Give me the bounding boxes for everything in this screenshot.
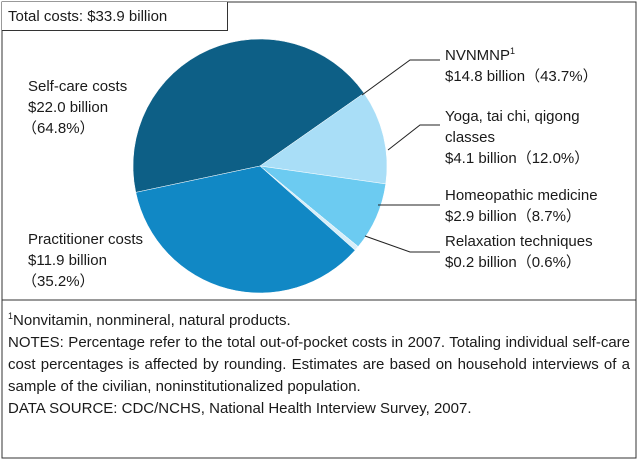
chart-title: Total costs: $33.9 billion [2, 2, 228, 31]
slice-name: Homeopathic medicine [445, 187, 598, 204]
slice-amount: $4.1 billion [445, 150, 517, 167]
slice-label: NVNMNP1 $14.8 billion（43.7%） [445, 45, 635, 87]
leader-line [387, 124, 440, 151]
notes-block: 1Nonvitamin, nonmineral, natural product… [8, 310, 630, 420]
slice-name: Relaxation techniques [445, 233, 593, 250]
slice-name: NVNMNP [445, 47, 511, 64]
leader-line [361, 59, 440, 96]
footnote-mark: 1 [8, 311, 14, 321]
slice-value: （43.7%） [525, 68, 598, 85]
pie-slice [259, 92, 388, 185]
slice-name: Yoga, tai chi, qigong classes [445, 108, 580, 146]
footnote: 1Nonvitamin, nonmineral, natural product… [8, 310, 630, 332]
slice-value: （35.2%） [22, 273, 95, 290]
slice-value: （8.7%） [516, 208, 581, 225]
slice-label: Relaxation techniques $0.2 billion（0.6%） [445, 231, 640, 273]
source: DATA SOURCE: CDC/NCHS, National Health I… [8, 400, 472, 417]
slice-amount: $2.9 billion [445, 208, 517, 225]
footnote-text: Nonvitamin, nonmineral, natural products… [13, 312, 291, 329]
slice-amount: $14.8 billion [445, 68, 526, 85]
slice-label: Homeopathic medicine $2.9 billion（8.7%） [445, 185, 640, 227]
pie-slice [135, 165, 356, 294]
notes: NOTES: Percentage refer to the total out… [8, 334, 630, 395]
leader-line [364, 235, 440, 253]
group-label: Self-care costs $22.0 billion （64.8%） [22, 76, 128, 139]
slice-amount: $0.2 billion [445, 254, 517, 271]
group-name: Self-care costs [28, 78, 128, 95]
slice-value: （12.0%） [516, 150, 590, 167]
pie-slice [132, 38, 365, 193]
slice-label: Practitioner costs $11.9 billion （35.2%） [22, 229, 144, 292]
slice-value: （0.6%） [516, 254, 581, 271]
footnote-mark: 1 [510, 46, 516, 56]
group-value: （64.8%） [22, 120, 95, 137]
group-amount: $22.0 billion [28, 99, 109, 116]
slice-amount: $11.9 billion [28, 252, 107, 269]
slice-name: Practitioner costs [28, 231, 144, 248]
slice-label: Yoga, tai chi, qigong classes $4.1 billi… [445, 106, 625, 169]
